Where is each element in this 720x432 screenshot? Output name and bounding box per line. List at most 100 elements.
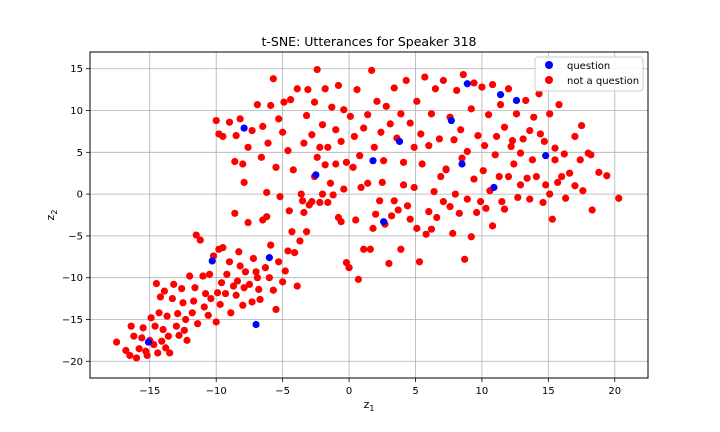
y-axis-label: z2 — [44, 210, 59, 221]
point-not-a-question — [431, 85, 440, 93]
point-not-a-question — [175, 331, 183, 339]
point-not-a-question — [430, 187, 438, 196]
point-not-a-question — [275, 115, 283, 123]
point-not-a-question — [130, 332, 138, 340]
point-not-a-question — [264, 139, 272, 147]
point-not-a-question — [231, 209, 239, 217]
x-tick-label: −10 — [206, 386, 227, 397]
point-question — [542, 152, 550, 160]
point-not-a-question — [427, 225, 436, 233]
point-not-a-question — [615, 194, 623, 202]
point-not-a-question — [530, 113, 538, 121]
point-not-a-question — [269, 75, 277, 83]
point-not-a-question — [380, 157, 388, 165]
point-not-a-question — [200, 303, 208, 311]
point-not-a-question — [334, 81, 343, 90]
point-not-a-question — [368, 66, 376, 74]
point-not-a-question — [112, 338, 121, 346]
point-not-a-question — [216, 300, 224, 309]
point-not-a-question — [463, 195, 471, 203]
point-not-a-question — [236, 262, 244, 270]
point-not-a-question — [321, 161, 329, 169]
point-not-a-question — [562, 194, 570, 202]
point-question — [144, 338, 153, 346]
point-not-a-question — [473, 208, 481, 217]
point-not-a-question — [427, 110, 436, 118]
point-not-a-question — [342, 158, 351, 166]
point-not-a-question — [172, 322, 180, 330]
point-not-a-question — [337, 137, 345, 146]
point-not-a-question — [154, 349, 162, 357]
point-not-a-question — [253, 274, 261, 282]
point-not-a-question — [160, 287, 168, 295]
x-tick-label: −5 — [275, 386, 290, 397]
point-not-a-question — [337, 218, 345, 226]
point-not-a-question — [467, 105, 475, 113]
point-not-a-question — [332, 126, 340, 134]
point-not-a-question — [360, 245, 368, 253]
point-not-a-question — [571, 132, 579, 141]
point-not-a-question — [332, 160, 340, 168]
point-not-a-question — [435, 135, 444, 143]
point-not-a-question — [245, 280, 254, 288]
point-not-a-question — [588, 206, 596, 214]
point-not-a-question — [147, 314, 155, 322]
point-not-a-question — [510, 160, 518, 168]
point-not-a-question — [308, 131, 316, 139]
point-not-a-question — [353, 86, 361, 94]
point-not-a-question — [453, 86, 461, 95]
plot-area — [89, 51, 649, 379]
point-not-a-question — [223, 270, 231, 278]
point-not-a-question — [439, 76, 447, 85]
point-not-a-question — [403, 202, 412, 210]
point-question — [312, 171, 320, 179]
point-not-a-question — [461, 255, 469, 263]
point-not-a-question — [289, 166, 297, 174]
point-not-a-question — [316, 198, 324, 207]
point-not-a-question — [194, 320, 202, 328]
point-question — [380, 218, 388, 226]
point-not-a-question — [240, 284, 248, 292]
point-not-a-question — [244, 143, 252, 151]
y-axis-label-subscript: 2 — [50, 210, 59, 215]
point-not-a-question — [536, 130, 544, 138]
point-not-a-question — [390, 84, 398, 92]
point-not-a-question — [244, 218, 252, 227]
point-not-a-question — [425, 208, 433, 216]
point-not-a-question — [504, 85, 513, 93]
point-not-a-question — [558, 172, 566, 181]
point-not-a-question — [159, 325, 167, 334]
point-not-a-question — [285, 207, 293, 215]
point-not-a-question — [413, 97, 421, 105]
x-tick-label: 20 — [608, 386, 621, 397]
point-not-a-question — [272, 305, 280, 314]
y-tick-label: 5 — [77, 148, 83, 159]
point-not-a-question — [437, 172, 445, 181]
point-not-a-question — [500, 205, 509, 213]
point-not-a-question — [571, 182, 579, 190]
point-not-a-question — [249, 254, 258, 263]
point-question — [369, 157, 377, 165]
point-not-a-question — [595, 168, 603, 176]
point-not-a-question — [284, 147, 292, 155]
x-tick-label: 5 — [412, 386, 418, 397]
point-not-a-question — [139, 324, 147, 332]
point-not-a-question — [310, 98, 319, 106]
point-not-a-question — [287, 96, 295, 104]
point-not-a-question — [349, 163, 357, 171]
point-not-a-question — [488, 222, 497, 230]
point-not-a-question — [523, 174, 531, 182]
point-not-a-question — [232, 131, 240, 140]
y-tick-label: −10 — [62, 273, 83, 284]
point-not-a-question — [495, 172, 503, 181]
point-not-a-question — [340, 106, 348, 114]
point-not-a-question — [451, 190, 459, 198]
point-not-a-question — [519, 135, 527, 143]
point-question — [240, 124, 248, 132]
point-not-a-question — [386, 120, 394, 128]
point-not-a-question — [528, 156, 537, 164]
point-not-a-question — [276, 193, 284, 201]
axis-ticks: −15 −10 −5 0 5 10 15 20 −20 −15 −10 −5 0 5 10 15 — [62, 64, 621, 397]
point-not-a-question — [328, 103, 336, 111]
point-not-a-question — [269, 286, 277, 294]
